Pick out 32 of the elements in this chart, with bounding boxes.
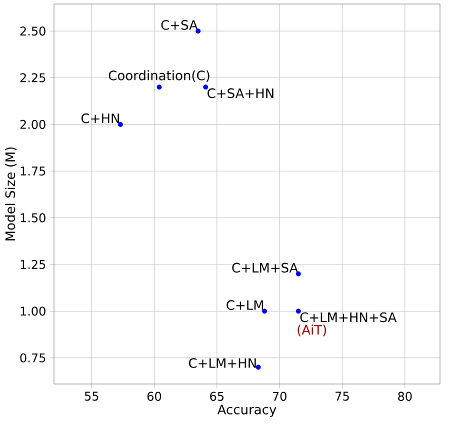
y-tick-label: 2.00: [20, 120, 46, 129]
point: [203, 84, 208, 90]
annotation: Coordination(C): [108, 70, 210, 82]
y-axis-title: Model Size (M): [5, 147, 17, 240]
y-tick-label: 1.25: [20, 260, 46, 270]
annotation: C+SA+HN: [208, 88, 274, 98]
x-tick-label: 80: [398, 392, 412, 401]
annotation: C+LM+SA: [232, 262, 298, 273]
point: [118, 122, 123, 127]
y-tick-label: 1.75: [20, 166, 46, 176]
annotation: C+LM: [226, 300, 264, 310]
point: [262, 308, 268, 314]
annotation: (AiT): [298, 324, 326, 336]
annotation: C+HN: [81, 113, 119, 124]
y-tick-label: 2.25: [20, 73, 46, 82]
x-tick-label: 60: [147, 392, 162, 401]
x-axis-title: Accuracy: [217, 404, 276, 417]
point: [296, 308, 301, 314]
point: [196, 28, 201, 34]
x-tick-label: 55: [84, 392, 98, 401]
x-tick-label: 75: [336, 392, 349, 401]
x-tick-label: 70: [272, 392, 286, 401]
point: [256, 364, 261, 370]
y-tick-label: 0.75: [20, 353, 46, 362]
point: [156, 84, 162, 90]
annotation: C+LM+HN: [189, 358, 256, 368]
y-tick-label: 1.00: [20, 306, 46, 316]
annotation: C+LM+HN+SA: [300, 312, 397, 322]
y-tick-label: 1.50: [20, 213, 46, 222]
x-tick-label: 65: [210, 392, 224, 401]
y-tick-label: 2.50: [20, 26, 46, 36]
annotation: C+SA: [161, 20, 198, 30]
